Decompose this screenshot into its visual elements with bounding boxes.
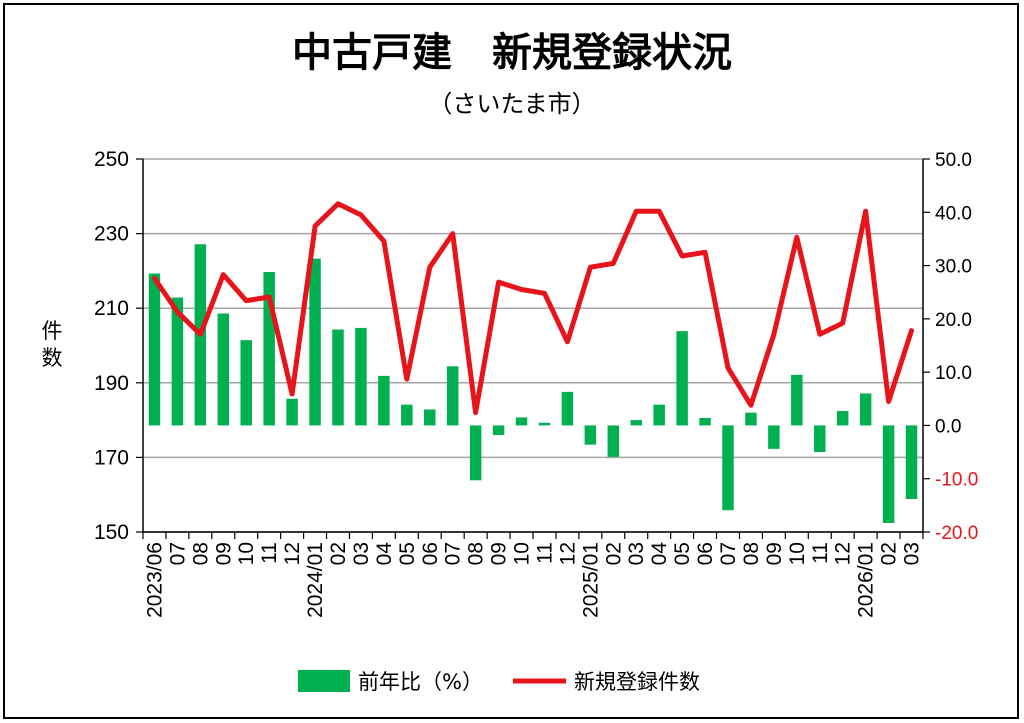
bar-mark xyxy=(836,411,849,426)
left-axis-ticks: 150 170 190 210 230 250 xyxy=(94,148,129,544)
bar-mark xyxy=(492,425,505,436)
x-tick-label: 09 xyxy=(763,542,786,565)
right-tick-label: 30.0 xyxy=(935,257,972,278)
x-tick-label: 03 xyxy=(350,542,373,565)
x-tick-label: 12 xyxy=(556,542,579,565)
left-axis-label: 件数 xyxy=(42,319,63,370)
chart-subtitle: （さいたま市） xyxy=(428,90,595,118)
bar-mark xyxy=(401,404,413,426)
left-axis-label-char: 件 xyxy=(42,319,63,343)
x-tick-label: 08 xyxy=(465,542,488,565)
bar-mark xyxy=(263,271,275,426)
x-tick-label: 06 xyxy=(419,542,442,565)
x-tick-label: 10 xyxy=(786,542,809,565)
left-tick-label: 230 xyxy=(94,223,129,246)
right-tick-label: 50.0 xyxy=(935,150,972,171)
x-tick-label: 03 xyxy=(625,542,648,565)
bar-mark xyxy=(515,417,528,426)
x-tick-label: 02 xyxy=(878,542,901,565)
bar-mark xyxy=(171,297,184,426)
line-series xyxy=(152,201,914,416)
left-tick-label: 250 xyxy=(94,148,129,171)
left-tick-label: 150 xyxy=(94,521,129,544)
right-tick-label: 10.0 xyxy=(935,363,972,384)
bar-mark xyxy=(859,393,872,426)
x-tick-label: 07 xyxy=(717,542,740,565)
x-tick-label: 08 xyxy=(189,542,212,565)
right-tick-label: 0.0 xyxy=(935,416,961,437)
bar-mark xyxy=(653,404,665,426)
right-tick-label: 40.0 xyxy=(935,203,972,224)
x-tick-label: 11 xyxy=(533,542,556,564)
bar-mark xyxy=(424,409,436,426)
bar-mark xyxy=(378,375,390,426)
bar-mark xyxy=(561,391,574,426)
bar-mark xyxy=(286,398,298,426)
bar-mark xyxy=(355,327,367,426)
left-tick-label: 170 xyxy=(94,446,129,469)
bar-mark xyxy=(309,258,321,426)
legend-bar-swatch xyxy=(298,670,350,692)
x-tick-label: 08 xyxy=(740,542,763,565)
bar-mark xyxy=(791,374,803,426)
x-tick-label: 11 xyxy=(809,542,832,564)
bar-mark xyxy=(630,420,642,426)
bar-mark xyxy=(768,425,780,449)
x-tick-label: 12 xyxy=(832,542,855,565)
bar-mark xyxy=(469,425,482,481)
chart-title: 中古戸建 新規登録状況 xyxy=(292,30,732,76)
gridlines xyxy=(143,158,923,533)
bar-mark xyxy=(148,273,161,426)
x-tick-label: 02 xyxy=(602,542,625,565)
bar-mark xyxy=(446,366,459,426)
bar-mark xyxy=(240,340,252,426)
bar-mark xyxy=(584,425,597,445)
bar-mark xyxy=(905,425,918,499)
x-tick-label: 2026/01 xyxy=(855,542,878,618)
axes xyxy=(136,158,930,539)
bar-mark xyxy=(538,422,551,426)
bar-mark xyxy=(882,425,895,523)
x-tick-label: 2025/01 xyxy=(579,542,602,618)
legend: 前年比（%） 新規登録件数 xyxy=(298,670,700,694)
left-axis-label-char: 数 xyxy=(42,346,63,370)
x-tick-label: 06 xyxy=(694,542,717,565)
legend-bar-label: 前年比（%） xyxy=(358,670,483,694)
bar-mark xyxy=(814,425,826,453)
bar-mark xyxy=(699,417,711,426)
x-tick-label: 05 xyxy=(396,542,419,565)
right-tick-label: -10.0 xyxy=(935,470,978,491)
bar-mark xyxy=(745,412,757,426)
x-tick-label: 04 xyxy=(373,542,396,566)
x-tick-label: 07 xyxy=(442,542,465,565)
bar-mark xyxy=(722,425,734,511)
x-tick-label: 2023/06 xyxy=(143,542,166,618)
x-axis-ticks: 2023/06 07 08 09 10 11 12 2024/01 02 03 04 05 06 07 08… xyxy=(143,542,923,618)
x-tick-label: 12 xyxy=(281,542,304,565)
right-tick-label: -20.0 xyxy=(935,523,978,544)
x-tick-label: 10 xyxy=(511,542,534,565)
left-tick-label: 190 xyxy=(94,372,129,395)
x-tick-label: 2024/01 xyxy=(304,542,327,618)
bar-mark xyxy=(332,329,344,426)
right-axis-ticks: -20.0 -10.0 0.0 10.0 20.0 30.0 40.0 50.0 xyxy=(935,150,978,544)
bar-mark xyxy=(676,331,688,426)
left-tick-label: 210 xyxy=(94,297,129,320)
bar-mark xyxy=(607,425,620,457)
x-tick-label: 07 xyxy=(166,542,189,565)
x-tick-label: 02 xyxy=(327,542,350,565)
x-tick-label: 03 xyxy=(901,542,924,565)
legend-line-label: 新規登録件数 xyxy=(574,670,700,694)
x-tick-label: 09 xyxy=(212,542,235,565)
x-tick-label: 04 xyxy=(648,542,671,566)
line-mark xyxy=(152,201,914,416)
x-tick-label: 09 xyxy=(488,542,511,565)
bar-series xyxy=(148,244,918,523)
bar-mark xyxy=(217,313,230,426)
x-tick-label: 11 xyxy=(258,542,281,564)
x-tick-label: 05 xyxy=(671,542,694,565)
right-tick-label: 20.0 xyxy=(935,310,972,331)
x-tick-label: 10 xyxy=(235,542,258,565)
